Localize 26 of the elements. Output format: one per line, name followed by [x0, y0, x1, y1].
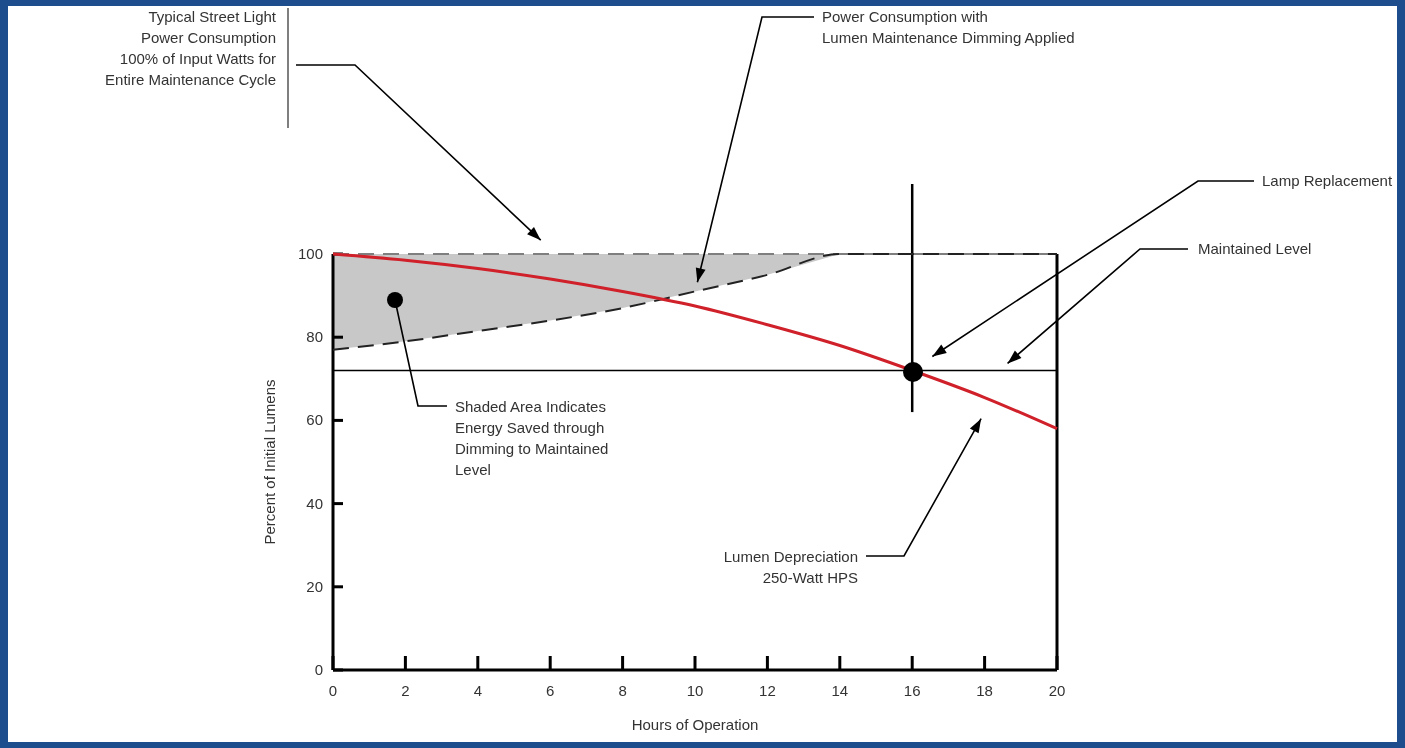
x-axis-title: Hours of Operation: [631, 716, 759, 733]
x-tick-label: 14: [831, 682, 849, 699]
text: Maintained Level: [1198, 240, 1312, 257]
text: Power Consumption with Lumen Maintenance Dimming Applied: [822, 8, 1075, 46]
y-tick-label: 0: [314, 661, 323, 678]
y-tick-label: 80: [306, 328, 323, 346]
x-tick-label: 18: [976, 682, 993, 699]
x-tick-label: 4: [473, 682, 482, 699]
x-tick-label: 0: [328, 682, 338, 699]
x-tick-label: 2: [401, 682, 410, 699]
x-tick-label: 12: [759, 682, 776, 699]
x-tick-label: 16: [903, 682, 921, 699]
y-axis-title: Percent of Initial Lumens: [261, 379, 278, 545]
x-tick-label: 8: [618, 682, 627, 699]
text: Typical Street Light Power Consumption 100% of Input Watts for Entire Maintenance Cycle: [105, 8, 277, 88]
y-tick-label: 40: [306, 494, 323, 512]
x-tick-label: 6: [546, 682, 555, 699]
text: Lamp Replacement: [1262, 172, 1393, 189]
y-tick-label: 100: [297, 245, 323, 262]
x-tick-label: 10: [686, 682, 704, 699]
line-series: [332, 253, 1058, 351]
y-tick-label: 60: [306, 411, 323, 429]
annotation: Lumen Depreciation 250-Watt HPS: [723, 548, 858, 586]
annotation: Shaded Area Indicates Energy Saved through Dimming to Maintained Level: [455, 398, 609, 478]
x-tick-label: 20: [1048, 682, 1066, 699]
y-tick-label: 20: [306, 577, 323, 595]
